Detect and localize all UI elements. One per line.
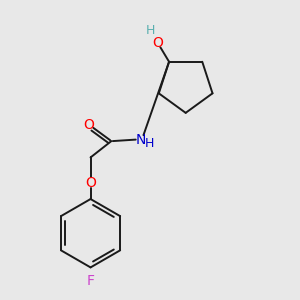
Text: N: N: [136, 133, 146, 147]
Text: H: H: [145, 137, 154, 150]
Text: O: O: [84, 118, 94, 132]
Text: F: F: [87, 274, 94, 288]
Text: O: O: [152, 36, 163, 50]
Text: H: H: [146, 24, 155, 37]
Text: O: O: [85, 176, 96, 190]
